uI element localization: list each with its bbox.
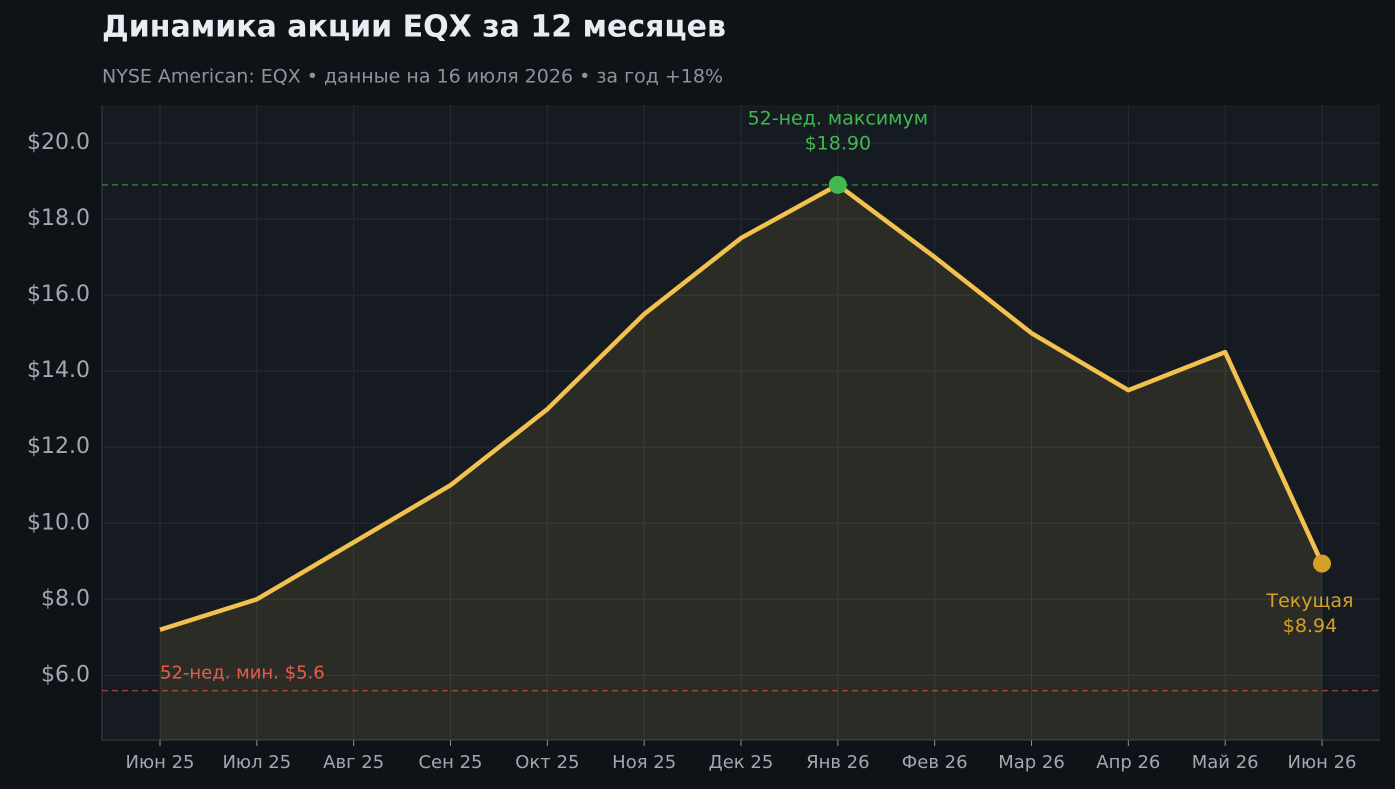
x-tick-label: Май 26 — [1192, 752, 1259, 773]
x-tick-label: Сен 25 — [418, 752, 482, 773]
y-tick-label: $12.0 — [27, 434, 90, 459]
x-tick-label: Дек 25 — [709, 752, 774, 773]
value-label: $18.90 — [805, 132, 871, 154]
y-tick-label: $8.0 — [41, 586, 90, 611]
chart-subtitle: NYSE American: EQX • данные на 16 июля 2… — [102, 66, 723, 88]
x-tick-label: Мар 26 — [998, 752, 1065, 773]
y-tick-label: $18.0 — [27, 206, 90, 231]
annotation-label: Текущая — [1266, 590, 1354, 612]
x-tick-label: Окт 25 — [515, 752, 579, 773]
x-tick-label: Ноя 25 — [612, 752, 676, 773]
x-tick-label: Июн 26 — [1287, 752, 1356, 773]
x-tick-label: Янв 26 — [806, 752, 870, 773]
y-tick-label: $14.0 — [27, 358, 90, 383]
reference-label: 52-нед. мин. $5.6 — [160, 663, 325, 684]
x-tick-label: Апр 26 — [1096, 752, 1160, 773]
line — [159, 182, 1325, 632]
x-tick-label: Июн 25 — [125, 752, 194, 773]
highlight-point — [1313, 554, 1331, 573]
annotation-label: 52-нед. максимум — [748, 107, 929, 129]
highlight-point — [828, 175, 847, 194]
y-tick-label: $10.0 — [27, 510, 90, 535]
x-tick-label: Фев 26 — [902, 752, 968, 773]
y-tick-label: $16.0 — [27, 282, 90, 307]
value-label: $8.94 — [1283, 615, 1337, 637]
x-tick-label: Авг 25 — [323, 752, 384, 773]
area — [160, 184, 1322, 741]
y-tick-label: $6.0 — [41, 662, 90, 687]
chart-title: Динамика акции EQX за 12 месяцев — [102, 10, 726, 45]
x-tick-label: Июл 25 — [222, 752, 291, 773]
y-tick-label: $20.0 — [27, 130, 90, 155]
